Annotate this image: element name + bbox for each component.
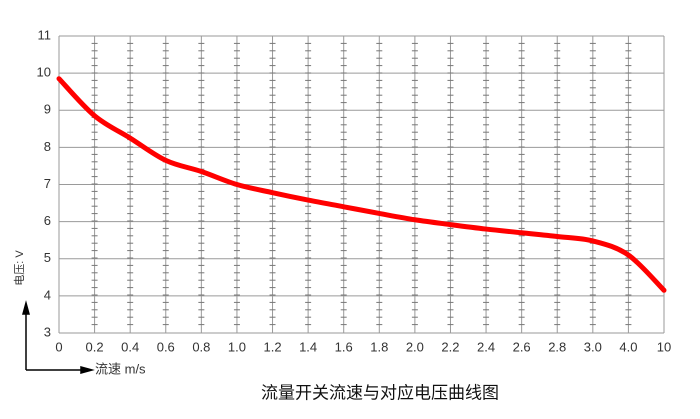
y-tick-label: 11 bbox=[38, 27, 52, 42]
data-line bbox=[56, 76, 667, 293]
x-tick-label: 0.8 bbox=[192, 339, 210, 354]
x-tick-label: 2.6 bbox=[513, 339, 531, 354]
x-tick-label: 2.8 bbox=[548, 339, 566, 354]
x-tick-label: 10 bbox=[657, 339, 671, 354]
x-tick-label: 0.4 bbox=[121, 339, 139, 354]
x-tick-label: 1.0 bbox=[228, 339, 246, 354]
x-tick-label: 1.6 bbox=[335, 339, 353, 354]
y-tick-label: 9 bbox=[44, 102, 51, 117]
x-arrow-head bbox=[80, 366, 95, 374]
x-tick-label: 2.2 bbox=[441, 339, 459, 354]
x-tick-label: 4.0 bbox=[619, 339, 637, 354]
y-tick-label: 4 bbox=[44, 287, 51, 302]
x-tick-label: 3.0 bbox=[584, 339, 602, 354]
x-axis-label: 流速 m/s bbox=[95, 361, 146, 376]
x-tick-label: 1.4 bbox=[299, 339, 317, 354]
y-tick-label: 8 bbox=[44, 139, 51, 154]
x-tick-label: 2.0 bbox=[406, 339, 424, 354]
y-tick-label: 10 bbox=[37, 65, 51, 80]
x-tick-label: 0.2 bbox=[86, 339, 104, 354]
chart-title: 流量开关流速与对应电压曲线图 bbox=[261, 383, 499, 402]
x-tick-label: 1.8 bbox=[370, 339, 388, 354]
x-tick-label: 0.6 bbox=[157, 339, 175, 354]
y-tick-label: 5 bbox=[44, 250, 51, 265]
axis-decoration bbox=[22, 300, 95, 374]
y-tick-label: 3 bbox=[44, 324, 51, 339]
y-axis-label: 电压: V bbox=[13, 250, 26, 286]
y-arrow-head bbox=[22, 300, 30, 315]
x-tick-label: 1.2 bbox=[263, 339, 281, 354]
y-tick-label: 7 bbox=[44, 176, 51, 191]
y-tick-label: 6 bbox=[44, 213, 51, 228]
x-tick-label: 0 bbox=[55, 339, 62, 354]
x-tick-label: 2.4 bbox=[477, 339, 495, 354]
